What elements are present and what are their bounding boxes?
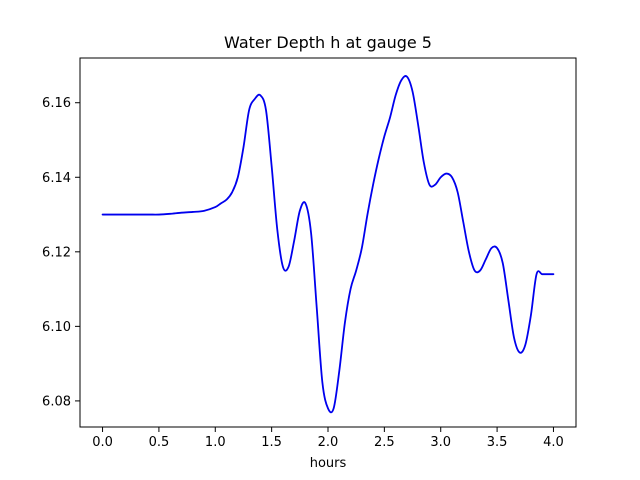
x-tick-label: 3.5 [487,435,508,450]
y-tick-label: 6.10 [42,320,71,335]
y-tick-label: 6.14 [42,171,71,186]
x-tick-label: 1.5 [261,435,282,450]
x-axis-ticks: 0.0 0.5 1.0 1.5 2.0 2.5 3.0 3.5 4.0 [92,427,564,450]
x-axis-label: hours [310,456,347,471]
plot-frame [79,57,577,428]
y-axis-ticks: 6.08 6.10 6.12 6.14 6.16 [42,96,80,409]
series-line-0 [101,75,555,414]
x-tick-label: 2.5 [374,435,395,450]
x-tick-label: 0.0 [92,435,113,450]
chart-title: Water Depth h at gauge 5 [224,33,432,52]
x-tick-label: 3.0 [430,435,451,450]
x-tick-label: 2.0 [318,435,339,450]
y-tick-label: 6.16 [42,96,71,111]
y-tick-label: 6.08 [42,394,71,409]
y-tick-label: 6.12 [42,245,71,260]
x-tick-label: 0.5 [149,435,170,450]
series-layer [101,75,555,414]
x-tick-label: 4.0 [543,435,564,450]
x-tick-label: 1.0 [205,435,226,450]
plot-area-background [80,58,576,427]
